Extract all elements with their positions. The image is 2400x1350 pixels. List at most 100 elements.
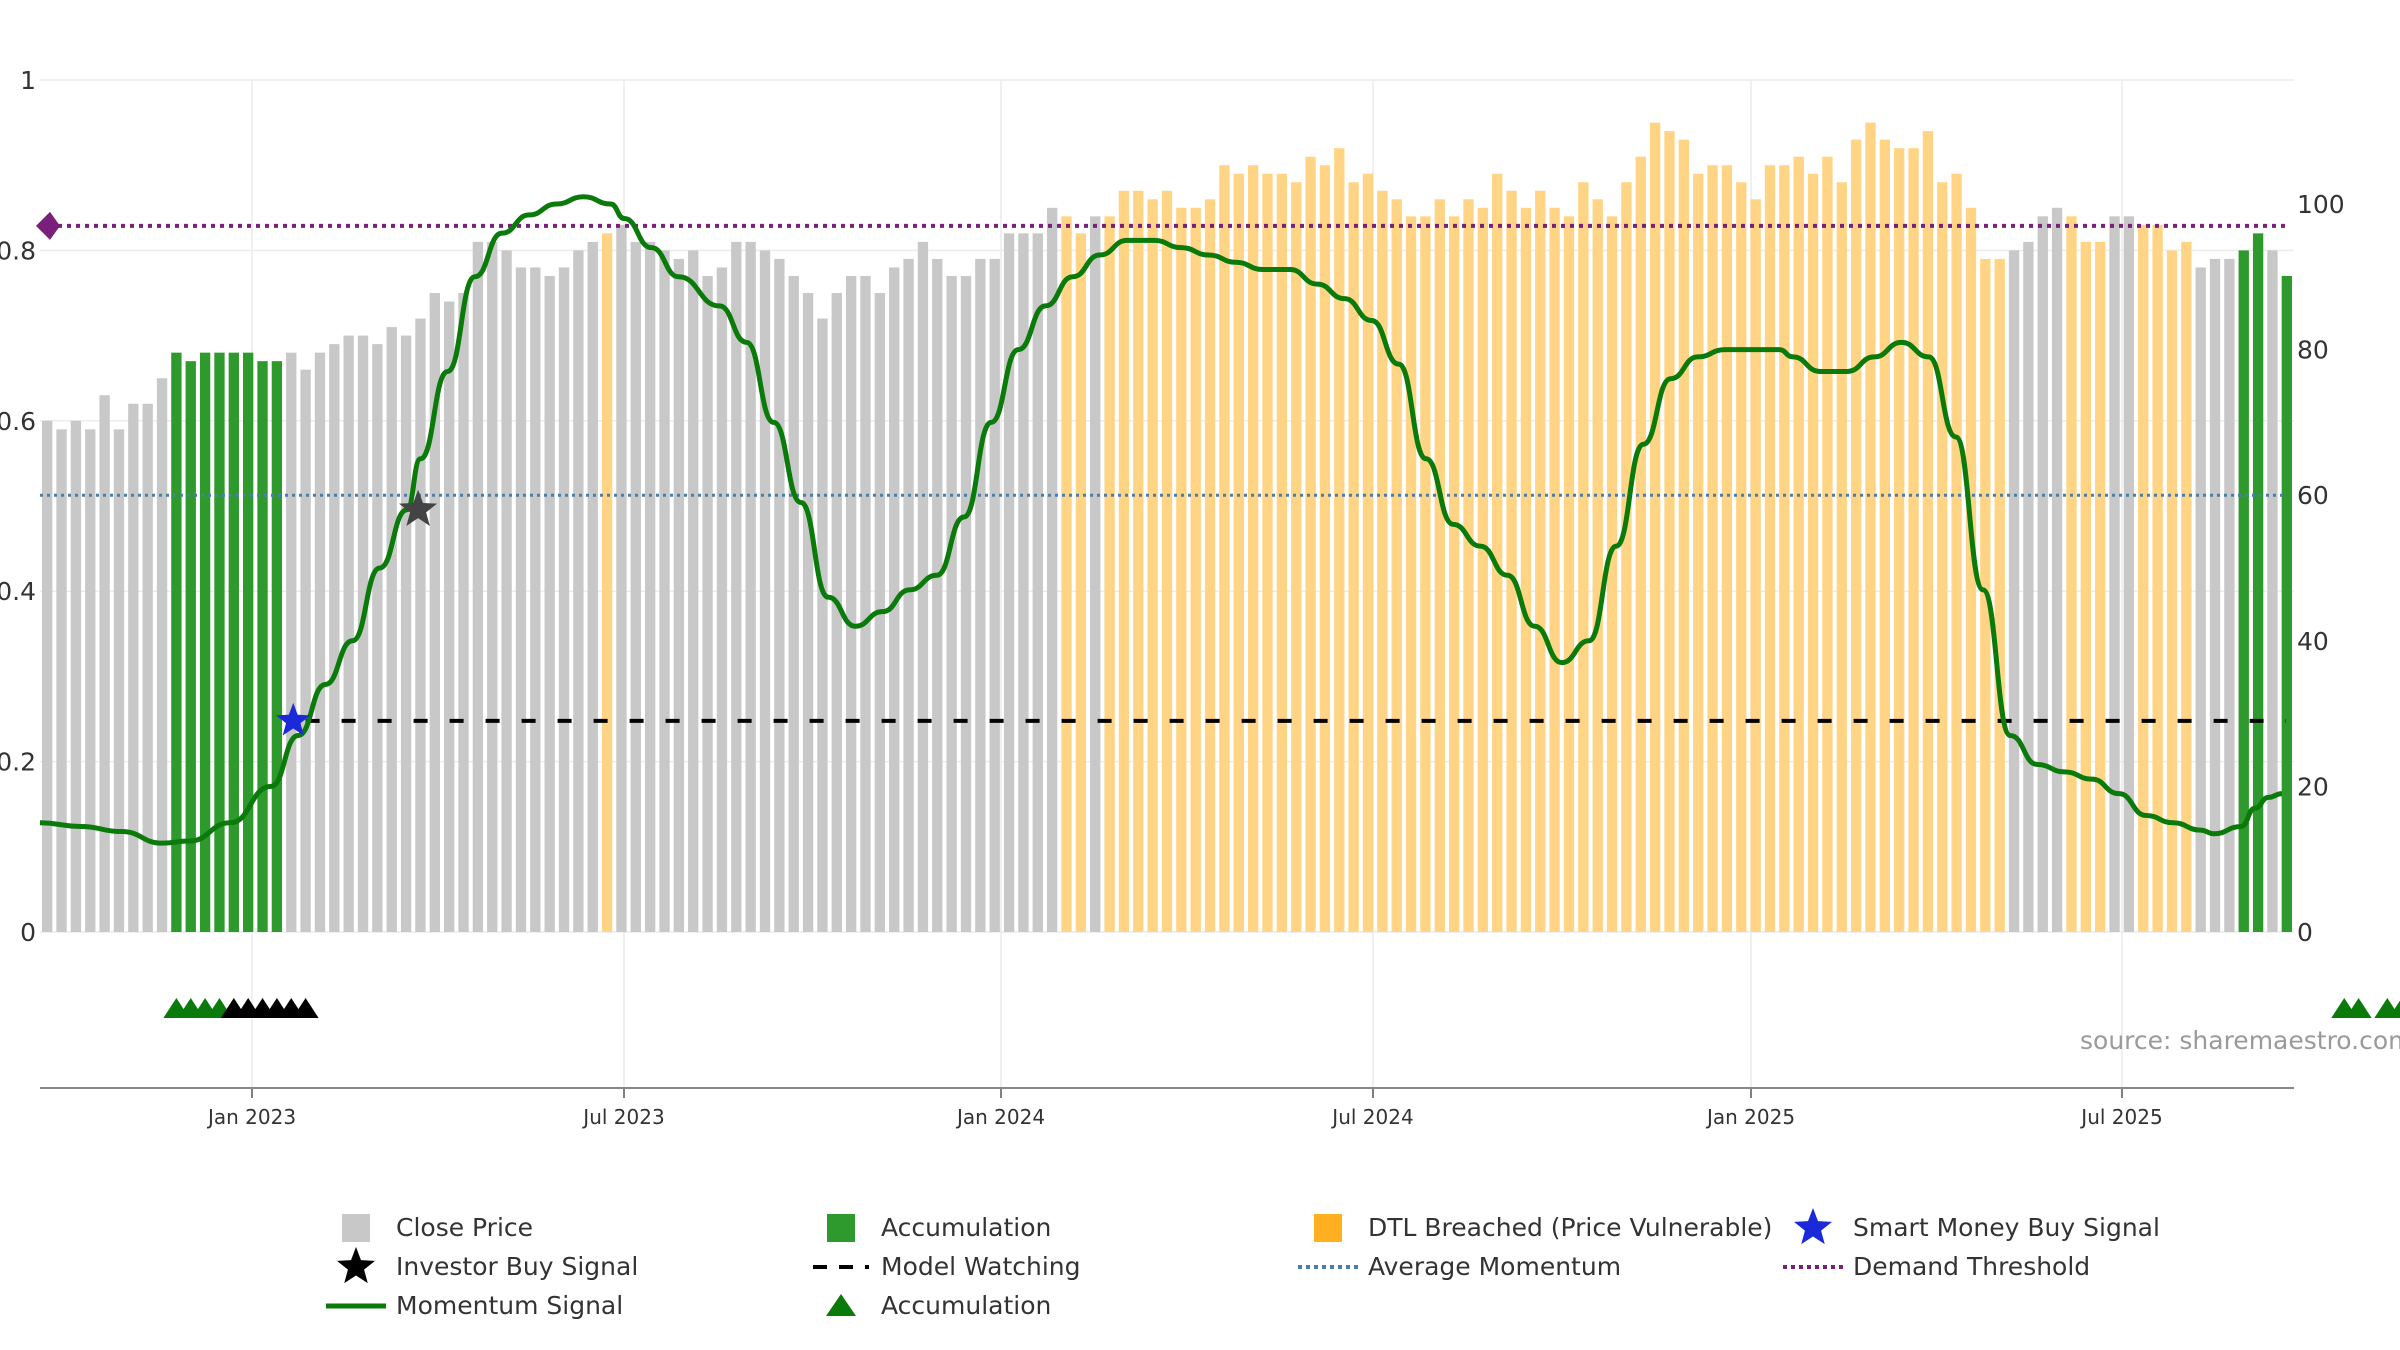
dtl-breached-bar xyxy=(1994,258,2005,932)
dtl-breached-bar xyxy=(1520,207,1532,933)
close-price-bar xyxy=(415,318,426,932)
close-price-bar xyxy=(501,250,512,932)
dtl-breached-bar xyxy=(2181,241,2192,932)
investor-buy-signal-marker xyxy=(399,489,438,526)
close-price-bar xyxy=(745,241,756,932)
accumulation-bar xyxy=(2238,250,2249,932)
legend-square-orange-icon xyxy=(1314,1214,1342,1242)
legend-square-green-icon xyxy=(827,1214,855,1242)
accumulation-bar xyxy=(185,361,196,932)
close-price-bar xyxy=(515,267,527,932)
dtl-breached-bar xyxy=(1606,216,1618,932)
dtl-breached-bar xyxy=(1448,216,1460,932)
dtl-breached-bar xyxy=(1133,190,1144,932)
accumulation-triangle xyxy=(2388,1000,2400,1018)
accumulation-bar xyxy=(257,361,268,932)
dtl-breached-bar xyxy=(1937,182,1948,933)
dtl-breached-bar xyxy=(1822,156,1833,932)
accumulation-bar xyxy=(171,352,182,932)
accumulation-triangle xyxy=(2345,998,2372,1018)
dtl-breached-bar xyxy=(1535,190,1546,932)
dtl-breached-bar xyxy=(1190,207,1201,933)
close-price-bar xyxy=(688,250,699,932)
dtl-breached-bar xyxy=(1147,199,1158,932)
close-price-bar xyxy=(1046,207,1058,933)
dtl-breached-bar xyxy=(1779,165,1790,932)
legend-label: Smart Money Buy Signal xyxy=(1853,1213,2160,1242)
close-price-bar xyxy=(1090,216,1101,932)
dtl-breached-bar xyxy=(1463,199,1474,932)
dtl-breached-bar xyxy=(1305,156,1316,932)
legend-square-gray-icon xyxy=(342,1214,370,1242)
close-price-bar xyxy=(343,335,354,933)
close-price-bar xyxy=(573,250,584,932)
dtl-breached-bar xyxy=(1807,173,1819,933)
dtl-breached-bar xyxy=(1291,182,1302,933)
x-tick-label: Jul 2024 xyxy=(1330,1105,1413,1129)
close-price-bar xyxy=(817,318,828,932)
close-price-bar xyxy=(357,335,369,933)
dtl-breached-bar xyxy=(1592,199,1603,932)
close-price-bar xyxy=(156,378,168,932)
close-price-bar xyxy=(1032,233,1043,933)
close-price-bar xyxy=(429,293,440,932)
close-price-bar xyxy=(2224,258,2235,932)
close-price-bar xyxy=(673,258,685,932)
close-price-bar xyxy=(759,250,771,932)
smart-money-buy-signal-marker xyxy=(276,702,311,736)
close-price-bar xyxy=(845,275,857,933)
close-price-bar xyxy=(128,403,139,932)
close-price-bar xyxy=(472,241,484,932)
dtl-breached-bar xyxy=(2095,241,2106,932)
dtl-breached-bar xyxy=(1649,122,1661,933)
close-price-bar xyxy=(2123,216,2135,932)
dtl-breached-bar xyxy=(1549,207,1560,933)
dtl-breached-bar xyxy=(1693,173,1704,933)
close-price-bar xyxy=(1003,233,1015,933)
legend: Close Price Accumulation DTL Breached (Pri… xyxy=(326,1208,2160,1320)
close-price-bar xyxy=(975,258,986,932)
source-label: source: sharemaestro.com xyxy=(2080,1026,2400,1055)
dtl-breached-bar xyxy=(1319,165,1331,932)
close-price-bar xyxy=(716,267,728,932)
accumulation-bar xyxy=(2252,233,2264,933)
close-price-bar xyxy=(70,420,82,932)
close-price-bar xyxy=(2109,216,2120,932)
dtl-breached-bar xyxy=(1434,199,1445,932)
legend-triangle-green-icon xyxy=(826,1294,856,1316)
close-price-bar xyxy=(917,241,929,932)
dtl-breached-bar xyxy=(2080,241,2091,932)
dtl-breached-bar xyxy=(1793,156,1804,932)
dtl-breached-bar xyxy=(1894,148,1905,932)
y-tick-right: 20 xyxy=(2297,772,2329,801)
x-tick-label: Jan 2023 xyxy=(206,1105,296,1129)
y-tick-right: 60 xyxy=(2297,481,2329,510)
close-price-bar xyxy=(788,275,799,933)
dtl-breached-bar xyxy=(1721,165,1733,932)
dtl-breached-bar xyxy=(1477,207,1489,933)
dtl-breached-bar xyxy=(1865,122,1876,933)
close-price-bar xyxy=(386,327,397,933)
close-price-bar xyxy=(329,344,340,932)
legend-star-blue-icon xyxy=(1793,1208,1833,1245)
close-price-bar xyxy=(458,293,469,932)
y-tick-right: 100 xyxy=(2297,190,2345,219)
dtl-breached-bar xyxy=(1362,173,1374,933)
close-price-bar xyxy=(314,352,326,932)
close-price-bar xyxy=(932,258,943,932)
close-price-bar xyxy=(2008,250,2020,932)
close-price-bar xyxy=(2195,267,2206,932)
close-price-bar xyxy=(558,267,570,932)
dtl-breached-bar xyxy=(1391,199,1402,932)
close-price-bar xyxy=(85,429,96,932)
close-price-bar xyxy=(443,301,455,932)
dtl-breached-bar xyxy=(1951,173,1962,933)
close-price-bar xyxy=(42,420,53,932)
close-price-bar xyxy=(702,275,713,933)
dtl-breached-bar xyxy=(1204,199,1216,932)
dtl-breached-bar xyxy=(1736,182,1747,933)
close-price-bar xyxy=(903,258,914,932)
dtl-breached-bar xyxy=(1664,131,1675,932)
accumulation-bar xyxy=(271,361,283,932)
dtl-breached-bar xyxy=(1075,233,1087,933)
